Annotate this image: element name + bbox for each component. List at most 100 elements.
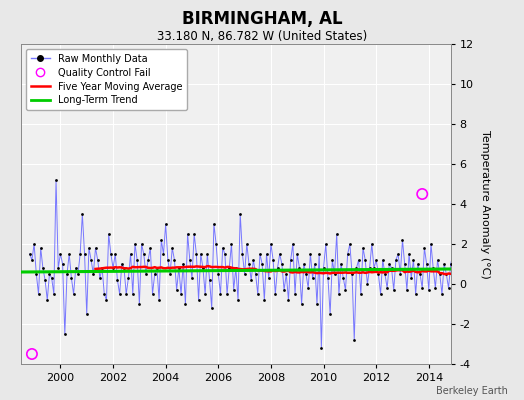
Point — [96, 275, 104, 281]
Point — [115, 291, 124, 297]
Point — [126, 251, 135, 257]
Point — [427, 241, 435, 247]
Point — [464, 345, 473, 351]
Point — [34, 291, 42, 297]
Point — [392, 257, 400, 263]
Point — [433, 257, 442, 263]
Point — [440, 261, 449, 267]
Point — [411, 291, 420, 297]
Point — [274, 265, 282, 271]
Point — [247, 277, 255, 283]
Point — [376, 291, 385, 297]
Point — [256, 251, 264, 257]
Point — [499, 347, 508, 353]
Point — [333, 231, 341, 237]
Point — [466, 251, 475, 257]
Point — [148, 291, 157, 297]
Point — [276, 251, 284, 257]
Point — [221, 251, 229, 257]
Point — [317, 345, 325, 351]
Point — [306, 251, 314, 257]
Point — [394, 251, 402, 257]
Point — [131, 241, 139, 247]
Point — [54, 265, 62, 271]
Point — [435, 271, 444, 277]
Point — [389, 287, 398, 293]
Point — [504, 301, 512, 307]
Point — [89, 271, 97, 277]
Point — [405, 251, 413, 257]
Point — [328, 257, 336, 263]
Point — [311, 261, 319, 267]
Point — [416, 271, 424, 277]
Point — [142, 271, 150, 277]
Point — [385, 261, 394, 267]
Point — [407, 275, 416, 281]
Point — [216, 291, 225, 297]
Point — [194, 297, 203, 303]
Point — [313, 301, 321, 307]
Point — [109, 265, 117, 271]
Point — [117, 261, 126, 267]
Point — [339, 275, 347, 281]
Point — [418, 191, 427, 197]
Point — [354, 257, 363, 263]
Point — [330, 271, 339, 277]
Point — [309, 275, 317, 281]
Point — [241, 271, 249, 277]
Point — [488, 241, 497, 247]
Point — [163, 257, 172, 263]
Point — [512, 291, 521, 297]
Point — [495, 281, 503, 287]
Point — [449, 251, 457, 257]
Point — [260, 297, 268, 303]
Point — [359, 245, 367, 251]
Point — [271, 291, 279, 297]
Text: Berkeley Earth: Berkeley Earth — [436, 386, 508, 396]
Point — [429, 265, 438, 271]
Point — [475, 325, 484, 331]
Point — [453, 241, 462, 247]
Point — [80, 251, 89, 257]
Point — [177, 291, 185, 297]
Point — [298, 301, 306, 307]
Point — [208, 305, 216, 311]
Point — [302, 271, 310, 277]
Point — [56, 251, 64, 257]
Point — [174, 265, 183, 271]
Point — [133, 257, 141, 263]
Point — [52, 177, 60, 183]
Point — [398, 237, 407, 243]
Point — [300, 261, 308, 267]
Point — [74, 271, 82, 277]
Point — [372, 257, 380, 263]
Point — [45, 271, 53, 277]
Point — [113, 277, 122, 283]
Point — [396, 271, 405, 277]
Point — [346, 241, 354, 247]
Point — [519, 245, 524, 251]
Point — [361, 257, 369, 263]
Point — [460, 261, 468, 267]
Point — [32, 271, 40, 277]
Point — [357, 291, 365, 297]
Point — [104, 231, 113, 237]
Point — [287, 257, 295, 263]
Point — [203, 251, 212, 257]
Point — [471, 257, 479, 263]
Point — [521, 285, 524, 291]
Point — [289, 241, 297, 247]
Point — [477, 265, 486, 271]
Point — [263, 251, 271, 257]
Point — [83, 311, 91, 317]
Point — [451, 271, 460, 277]
Point — [43, 297, 51, 303]
Point — [387, 265, 396, 271]
Point — [120, 265, 128, 271]
Point — [137, 241, 146, 247]
Point — [291, 291, 299, 297]
Point — [245, 261, 253, 267]
Point — [249, 257, 258, 263]
Point — [28, 257, 36, 263]
Point — [234, 297, 242, 303]
